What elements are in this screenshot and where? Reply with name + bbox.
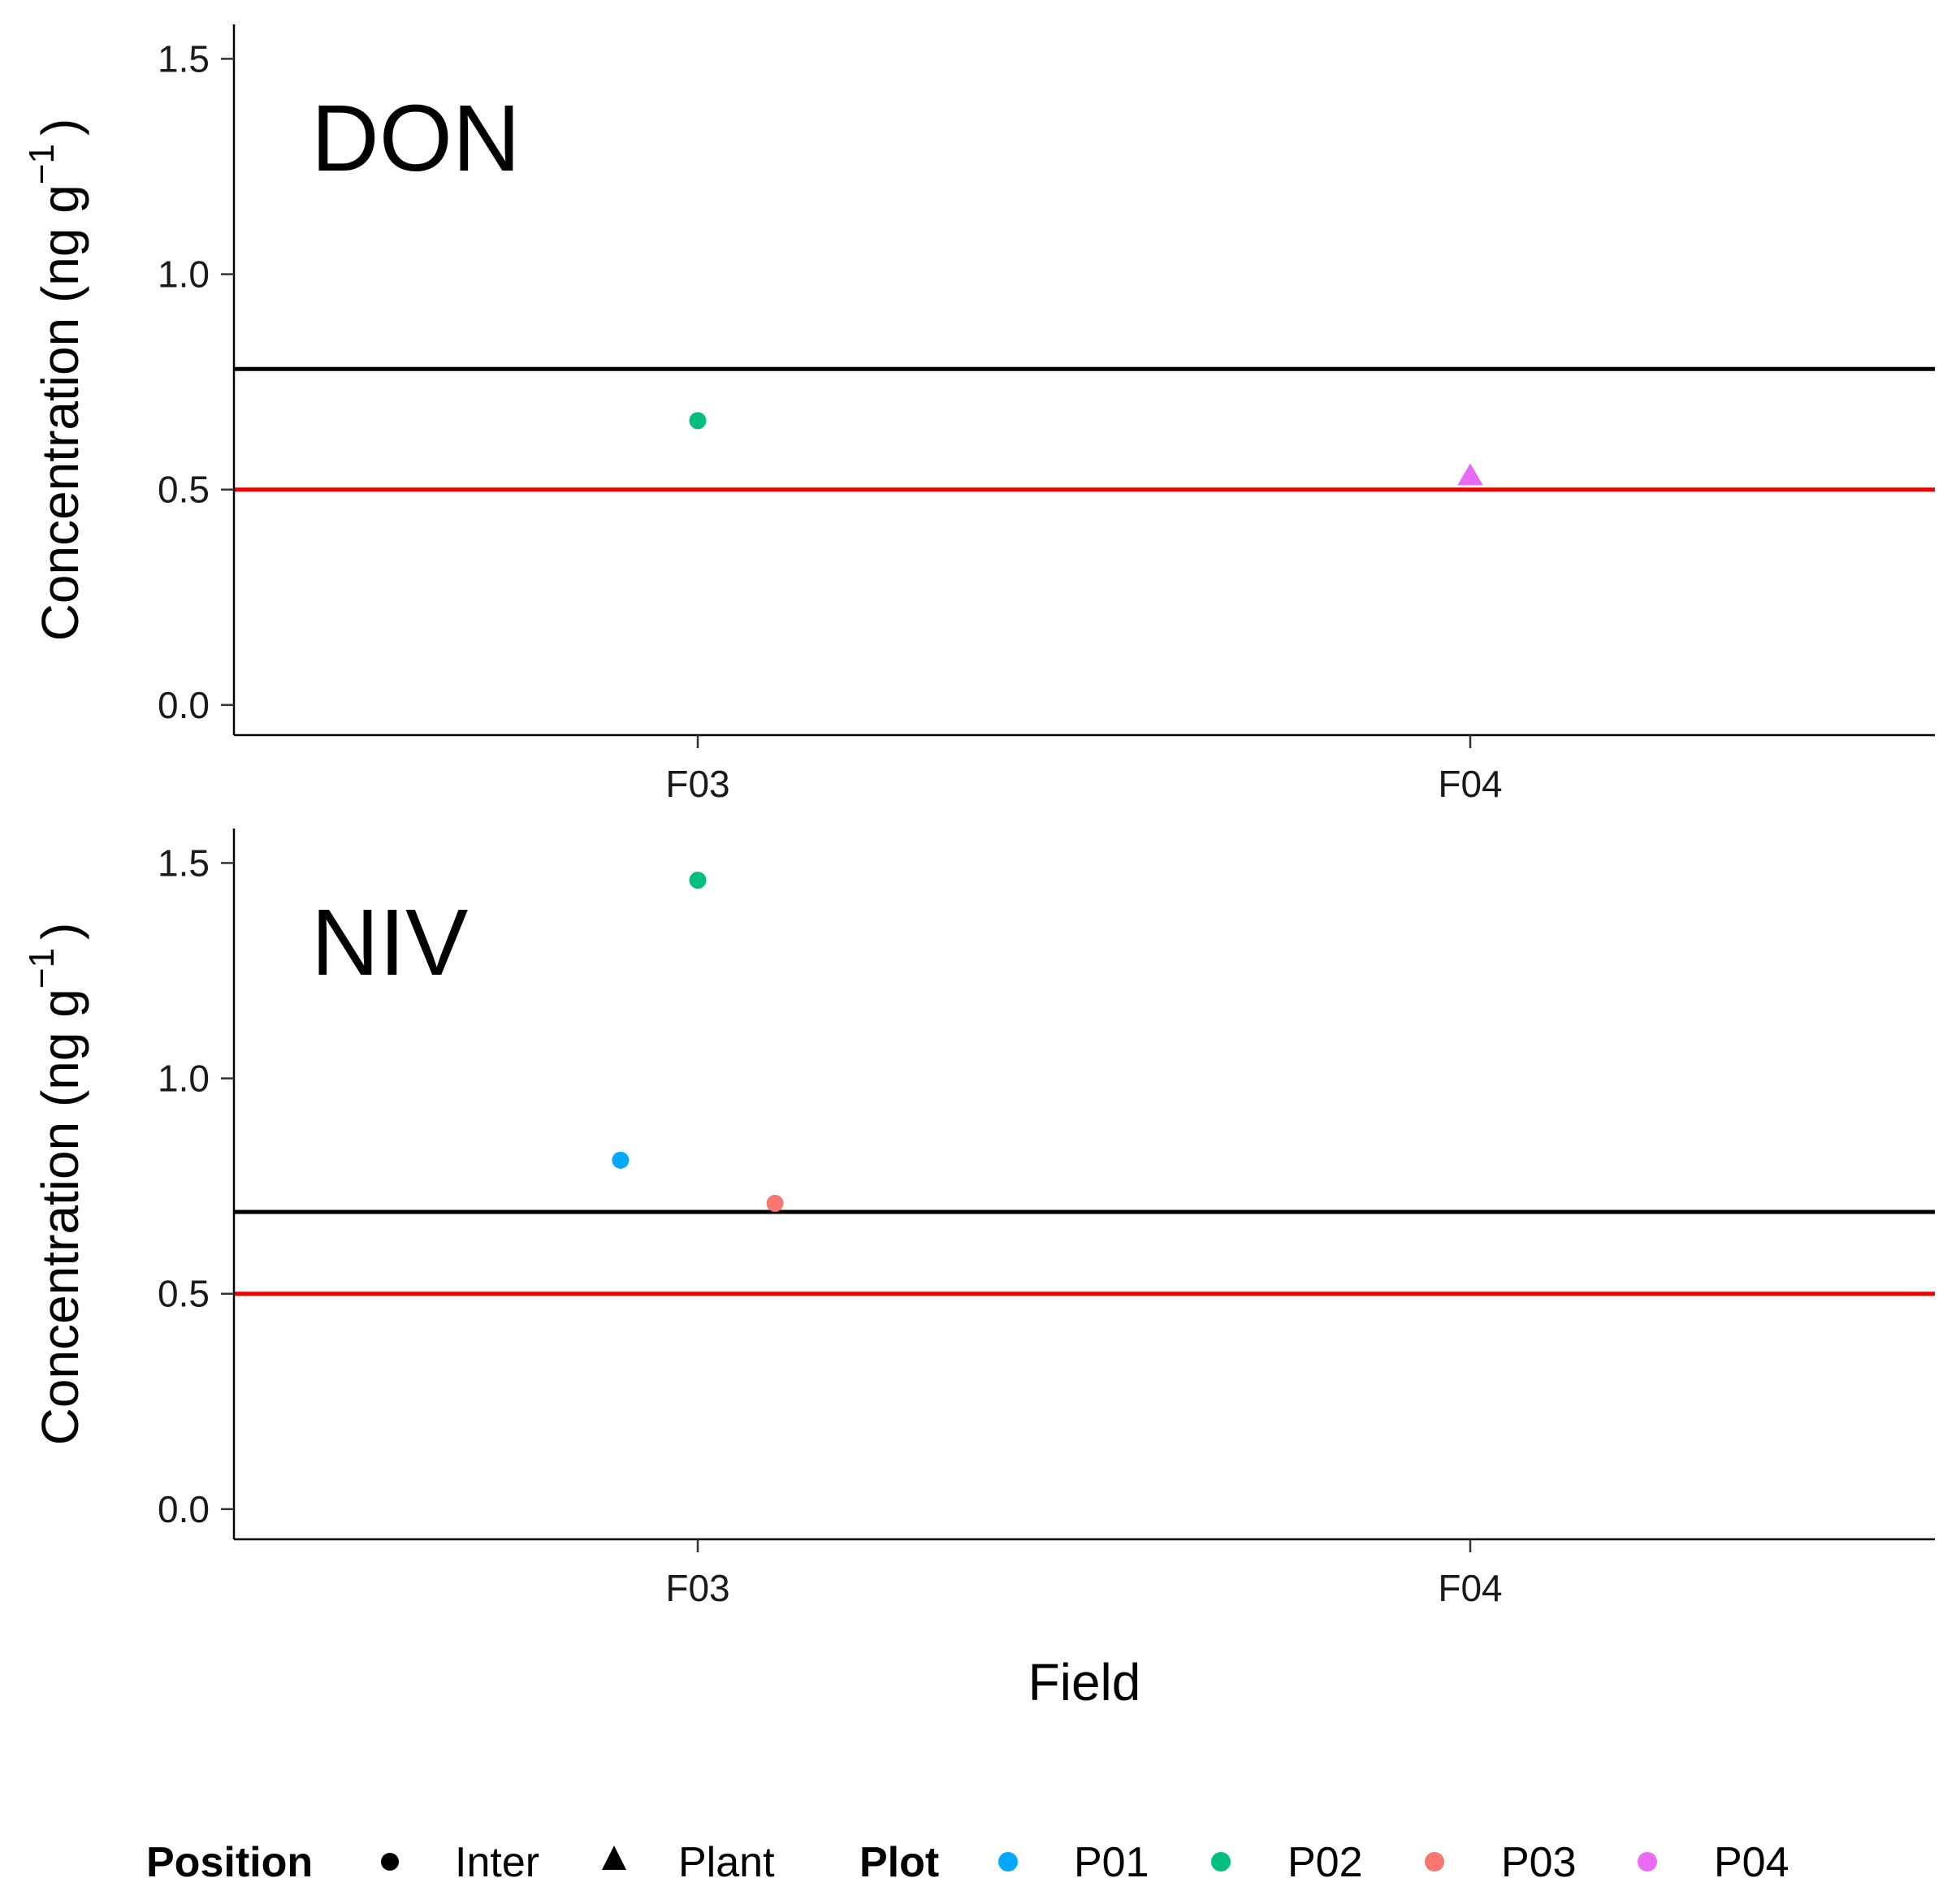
y-axis-title: Concentration (ng g−1) [22, 923, 89, 1446]
x-tick-label: F03 [665, 763, 729, 805]
y-tick-label: 1.5 [158, 37, 210, 80]
legend-inter-label: Inter [455, 1839, 539, 1886]
legend-p04-key [1638, 1852, 1657, 1872]
panel-label: NIV [311, 889, 468, 995]
x-axis-title: Field [1028, 1653, 1141, 1711]
legend-p01-label: P01 [1074, 1839, 1149, 1886]
legend-plot-title: Plot [859, 1839, 939, 1886]
y-tick-label: 1.0 [158, 253, 210, 296]
data-point [1457, 463, 1483, 486]
legend: Position Inter Plant Plot P01 P02 P03 P04 [146, 1839, 1789, 1886]
legend-p03-key [1425, 1852, 1444, 1872]
y-axis-title: Concentration (ng g−1) [22, 119, 89, 642]
data-point [766, 1194, 784, 1212]
chart-panels: 0.0 0.5 1.0 1.5 F03 F04 Concentration (ng g−1)… [22, 24, 1935, 1609]
panel-niv: 0.0 0.5 1.0 1.5 F03 F04 Concentration (ng g−1)… [22, 829, 1935, 1609]
legend-p04-label: P04 [1714, 1839, 1789, 1886]
y-tick-label: 0.5 [158, 1273, 210, 1315]
legend-plant-label: Plant [678, 1839, 775, 1886]
panel-label: DON [311, 85, 521, 191]
panel-don: 0.0 0.5 1.0 1.5 F03 F04 Concentration (ng g−1)… [22, 24, 1935, 805]
legend-plant-key [602, 1846, 626, 1870]
legend-p02-key [1211, 1852, 1231, 1872]
data-point [689, 872, 707, 889]
y-tick-label: 0.5 [158, 469, 210, 511]
data-point [689, 412, 707, 430]
y-tick-label: 1.5 [158, 842, 210, 884]
legend-p02-label: P02 [1287, 1839, 1363, 1886]
x-tick-label: F04 [1438, 763, 1502, 805]
legend-position-title: Position [146, 1839, 313, 1886]
x-tick-label: F03 [665, 1567, 729, 1609]
x-tick-label: F04 [1438, 1567, 1502, 1609]
legend-inter-key [381, 1853, 399, 1871]
y-tick-label: 1.0 [158, 1058, 210, 1100]
y-tick-label: 0.0 [158, 1488, 210, 1530]
legend-p01-key [998, 1852, 1018, 1872]
y-tick-label: 0.0 [158, 684, 210, 726]
legend-p03-label: P03 [1501, 1839, 1577, 1886]
data-point [612, 1151, 630, 1169]
